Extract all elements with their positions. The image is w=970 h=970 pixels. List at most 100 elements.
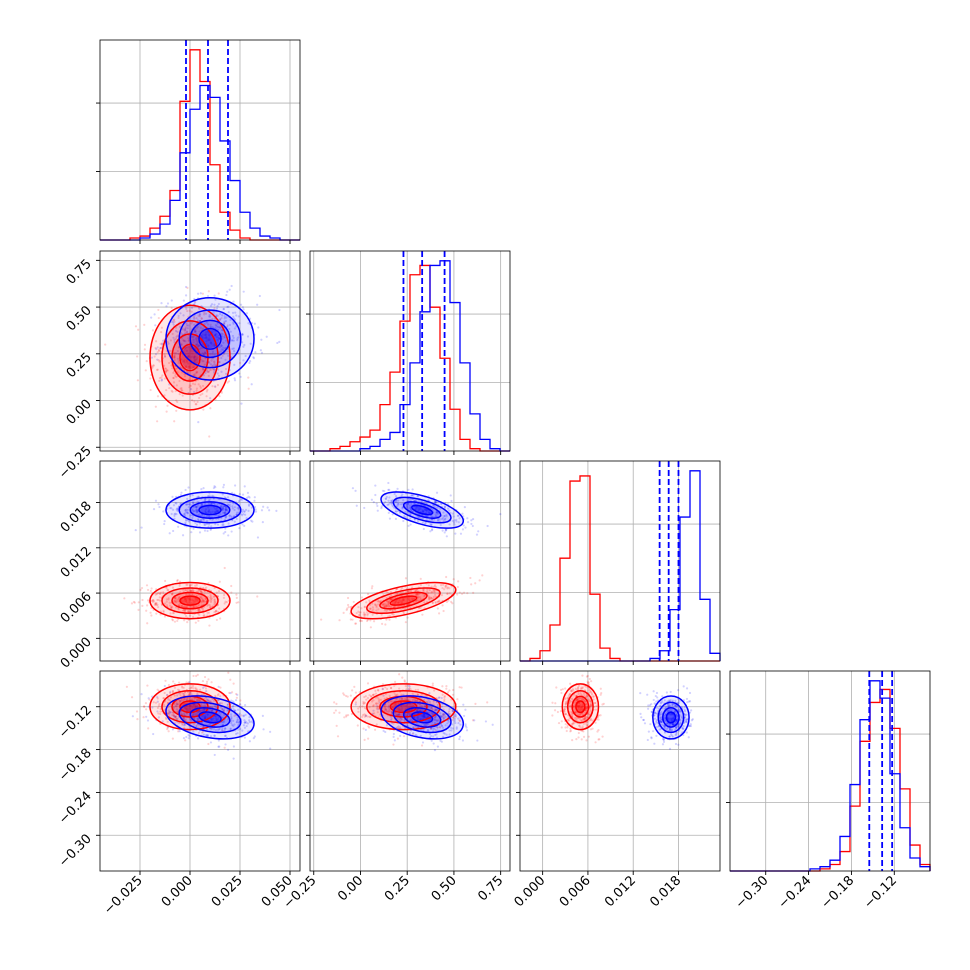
sample-point — [209, 593, 212, 597]
sample-point — [177, 702, 181, 705]
sample-point — [363, 506, 366, 510]
sample-point — [200, 519, 203, 522]
sample-point — [219, 513, 222, 516]
sample-point — [460, 592, 464, 595]
sample-point — [200, 317, 203, 320]
sample-point — [566, 726, 569, 729]
sample-point — [203, 515, 206, 518]
sample-point — [177, 597, 180, 600]
sample-point — [170, 389, 173, 392]
sample-point — [448, 587, 451, 590]
sample-point — [175, 352, 178, 355]
sample-point — [219, 702, 222, 705]
sample-point — [476, 739, 479, 742]
sample-point — [198, 698, 201, 702]
sample-point — [229, 713, 233, 716]
sample-point — [179, 604, 183, 608]
sample-point — [193, 357, 196, 360]
sample-point — [154, 602, 157, 605]
sample-point — [193, 356, 196, 359]
sample-point — [170, 299, 173, 302]
sample-point — [407, 498, 411, 501]
sample-point — [180, 599, 183, 602]
sample-point — [153, 313, 156, 316]
sample-point — [373, 693, 376, 696]
sample-point — [170, 593, 174, 596]
sample-point — [178, 325, 182, 328]
sample-point — [160, 378, 164, 381]
sample-point — [396, 487, 399, 490]
sample-point — [173, 600, 176, 603]
sample-point — [197, 589, 201, 592]
sample-point — [203, 333, 206, 337]
sample-point — [406, 705, 409, 708]
sample-point — [199, 326, 202, 330]
sample-point — [190, 509, 194, 512]
sample-point — [169, 339, 172, 342]
sample-point — [142, 705, 146, 708]
sample-point — [384, 497, 388, 500]
sample-point — [152, 599, 155, 602]
sample-point — [577, 731, 580, 735]
sample-point — [174, 512, 177, 515]
sample-point — [229, 728, 232, 731]
sample-point — [394, 601, 397, 605]
sample-point — [652, 690, 655, 693]
sample-point — [426, 588, 429, 591]
sample-point — [219, 504, 223, 507]
sample-point — [194, 705, 197, 708]
sample-point — [402, 519, 405, 523]
sample-point — [173, 694, 176, 697]
sample-point — [466, 592, 469, 595]
sample-point — [207, 502, 210, 505]
sample-point — [199, 519, 203, 522]
sample-point — [189, 605, 193, 608]
sample-point — [386, 600, 389, 603]
sample-point — [416, 716, 419, 719]
sample-point — [236, 719, 239, 722]
sample-point — [166, 340, 169, 344]
sample-point — [371, 613, 374, 616]
sample-point — [464, 724, 467, 728]
sample-point — [187, 365, 191, 368]
sample-point — [141, 598, 144, 602]
sample-point — [205, 337, 208, 340]
sample-point — [653, 742, 656, 745]
sample-point — [218, 607, 221, 610]
sample-point — [333, 701, 336, 704]
sample-point — [429, 522, 432, 525]
sample-point — [209, 511, 212, 514]
sample-point — [414, 499, 418, 502]
sample-point — [375, 704, 378, 707]
sample-point — [422, 527, 425, 531]
sample-point — [220, 505, 223, 509]
sample-point — [240, 714, 243, 717]
sample-point — [233, 714, 236, 717]
sample-point — [184, 285, 188, 289]
sample-point — [202, 714, 205, 718]
sample-point — [203, 708, 206, 711]
sample-point — [215, 509, 218, 512]
sample-point — [411, 732, 414, 735]
sample-point — [172, 714, 175, 717]
sample-point — [404, 697, 407, 701]
sample-point — [455, 520, 458, 523]
sample-point — [377, 705, 380, 708]
sample-point — [205, 336, 208, 339]
sample-point — [157, 316, 160, 320]
sample-point — [196, 505, 199, 508]
sample-point — [186, 697, 189, 700]
sample-point — [172, 376, 175, 380]
sample-point — [222, 721, 225, 724]
sample-point — [371, 700, 374, 703]
sample-point — [371, 585, 374, 588]
sample-point — [156, 368, 159, 371]
sample-point — [450, 729, 453, 732]
sample-point — [193, 366, 196, 369]
sample-point — [216, 728, 219, 731]
sample-point — [569, 727, 572, 730]
sample-point — [233, 506, 236, 509]
sample-point — [213, 307, 216, 310]
sample-point — [177, 681, 181, 684]
sample-point — [417, 519, 420, 522]
